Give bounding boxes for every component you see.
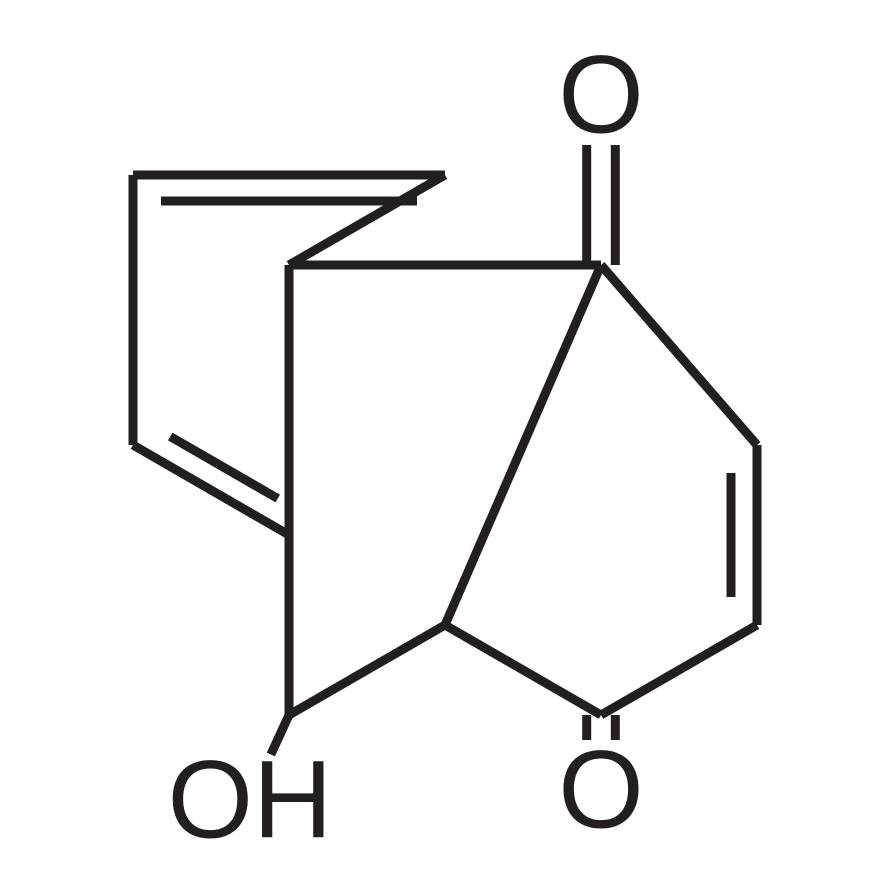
- molecule-diagram: O O OH: [0, 0, 890, 890]
- atom-label-o1: O: [558, 34, 644, 157]
- atom-label-o2: O: [558, 729, 644, 852]
- atom-label-oh: OH: [168, 739, 333, 862]
